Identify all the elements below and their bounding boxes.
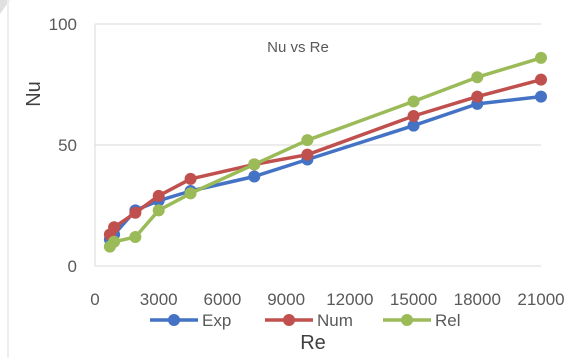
data-point-num-6 [301,148,314,161]
x-tick-label-9000: 9000 [267,290,305,309]
x-axis-title: Re [300,332,326,354]
data-point-exp-7 [407,119,420,132]
y-tick-label-100: 100 [49,15,77,34]
data-point-exp-9 [535,90,547,103]
y-tick-labels: 0 50 100 [49,15,77,276]
x-tick-label-0: 0 [90,290,99,309]
legend-label-rel: Rel [435,311,461,330]
y-tick-label-0: 0 [68,257,77,276]
legend-item-num: Num [265,311,353,330]
series-line-num [108,78,542,236]
data-point-num-2 [129,206,142,219]
y-axis-title: Nu [23,81,45,107]
data-point-rel-2 [129,230,142,243]
gridlines [94,23,541,267]
legend-item-rel: Rel [383,311,461,330]
x-tick-label-21000: 21000 [517,290,564,309]
data-point-num-3 [152,189,165,202]
x-tick-label-15000: 15000 [390,290,437,309]
data-point-rel-1 [108,235,121,248]
series-line-exp [108,94,542,241]
legend-label-num: Num [317,311,353,330]
x-tick-label-6000: 6000 [204,290,242,309]
data-point-exp-5 [248,170,261,183]
x-tick-label-18000: 18000 [454,290,501,309]
x-tick-labels: 0 3000 6000 9000 12000 15000 18000 21000 [90,290,564,309]
legend-marker-exp [168,314,180,326]
data-point-rel-3 [152,204,165,217]
data-point-rel-7 [407,95,420,108]
legend-marker-rel [401,314,413,326]
data-point-rel-9 [535,51,547,64]
chart-title: Nu vs Re [267,39,329,56]
data-point-num-4 [184,172,197,185]
data-point-num-8 [471,90,484,103]
x-tick-label-3000: 3000 [140,290,178,309]
data-point-rel-5 [248,158,261,171]
x-tick-label-12000: 12000 [326,290,373,309]
legend: Exp Num Rel [150,311,461,330]
data-point-rel-8 [471,71,484,84]
data-point-rel-6 [301,134,314,147]
data-point-num-1 [108,221,121,234]
series-line-rel [108,56,542,248]
data-point-rel-4 [184,187,197,200]
data-point-num-7 [407,109,420,122]
data-point-num-9 [535,73,547,86]
series-rel [103,51,547,253]
legend-label-exp: Exp [202,311,231,330]
series-lines [103,51,547,253]
legend-item-exp: Exp [150,311,231,330]
legend-marker-num [283,314,295,326]
y-tick-label-50: 50 [58,136,77,155]
